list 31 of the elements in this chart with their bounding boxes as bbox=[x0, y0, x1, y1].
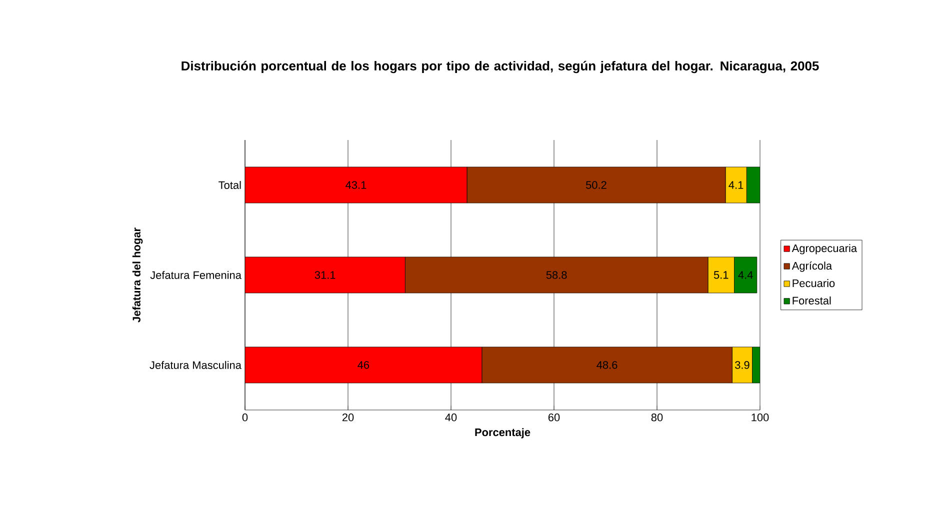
data-label: 31.1 bbox=[314, 271, 336, 279]
bar bbox=[245, 256, 406, 294]
data-label: 58.8 bbox=[546, 271, 567, 279]
legend-label: Forestal bbox=[792, 296, 831, 305]
data-label: 3.9 bbox=[735, 361, 750, 369]
data-label: 48.6 bbox=[596, 361, 618, 369]
x-tick-label: 40 bbox=[445, 414, 457, 422]
bar bbox=[245, 346, 482, 384]
legend-label: Pecuario bbox=[792, 279, 835, 288]
y-tick-label: Total bbox=[218, 180, 241, 190]
legend-label: Agropecuaria bbox=[792, 244, 858, 254]
x-tick-label: 80 bbox=[651, 414, 663, 422]
data-label: 46 bbox=[358, 361, 370, 369]
data-label: 50.2 bbox=[586, 181, 606, 189]
y-tick-label: Jefatura Femenina bbox=[150, 270, 242, 280]
bar bbox=[746, 166, 760, 204]
x-tick-label: 20 bbox=[342, 414, 354, 422]
data-label: 4.4 bbox=[738, 271, 753, 279]
x-tick-label: 100 bbox=[752, 414, 769, 422]
data-label: 4.1 bbox=[728, 181, 744, 189]
x-axis-title: Porcentaje bbox=[475, 428, 530, 438]
bar bbox=[734, 256, 758, 294]
data-label: 5.1 bbox=[714, 271, 728, 279]
x-tick-label: 0 bbox=[242, 414, 248, 422]
chart-title: Distribución porcentual de los hogars por tipo de actividad, según jefatura del hogar. Nicaragua, 2005 bbox=[182, 60, 819, 74]
x-tick-label: 60 bbox=[548, 414, 560, 422]
bar bbox=[245, 166, 468, 204]
legend-label: Agrícola bbox=[792, 262, 832, 272]
y-axis-title: Jefatura del hogar bbox=[132, 228, 143, 322]
data-label: 43.1 bbox=[346, 181, 366, 189]
y-tick-label: Jefatura Masculina bbox=[150, 360, 242, 370]
